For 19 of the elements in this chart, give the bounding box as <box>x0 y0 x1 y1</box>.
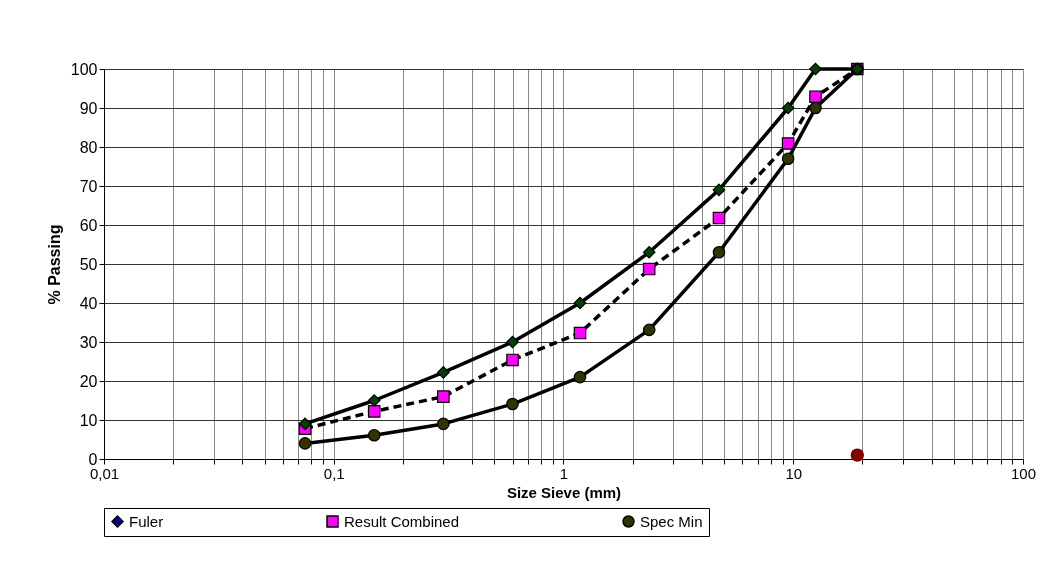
y-tick-label: 10 <box>79 411 98 429</box>
y-tick-label: 20 <box>79 372 98 390</box>
x-tick-label: 10 <box>785 464 803 482</box>
x-tick-label: 100 <box>1010 464 1037 482</box>
y-tick-label: 40 <box>79 294 98 312</box>
y-tick-label: 100 <box>70 60 98 78</box>
y-axis-title: % Passing <box>45 224 63 305</box>
x-tick-label: 0,1 <box>323 464 345 482</box>
y-tick-label: 80 <box>79 138 98 156</box>
y-tick-label: 60 <box>79 216 98 234</box>
legend-label: Result Combined <box>344 512 460 530</box>
legend-label: Spec Min <box>640 512 703 530</box>
x-axis-title: Size Sieve (mm) <box>506 483 622 501</box>
y-tick-label: 50 <box>79 255 98 273</box>
y-tick-label: 70 <box>79 177 98 195</box>
x-tick-label: 1 <box>559 464 569 482</box>
legend-label: Fuler <box>129 512 164 530</box>
y-tick-label: 30 <box>79 333 98 351</box>
y-tick-label: 90 <box>79 99 98 117</box>
